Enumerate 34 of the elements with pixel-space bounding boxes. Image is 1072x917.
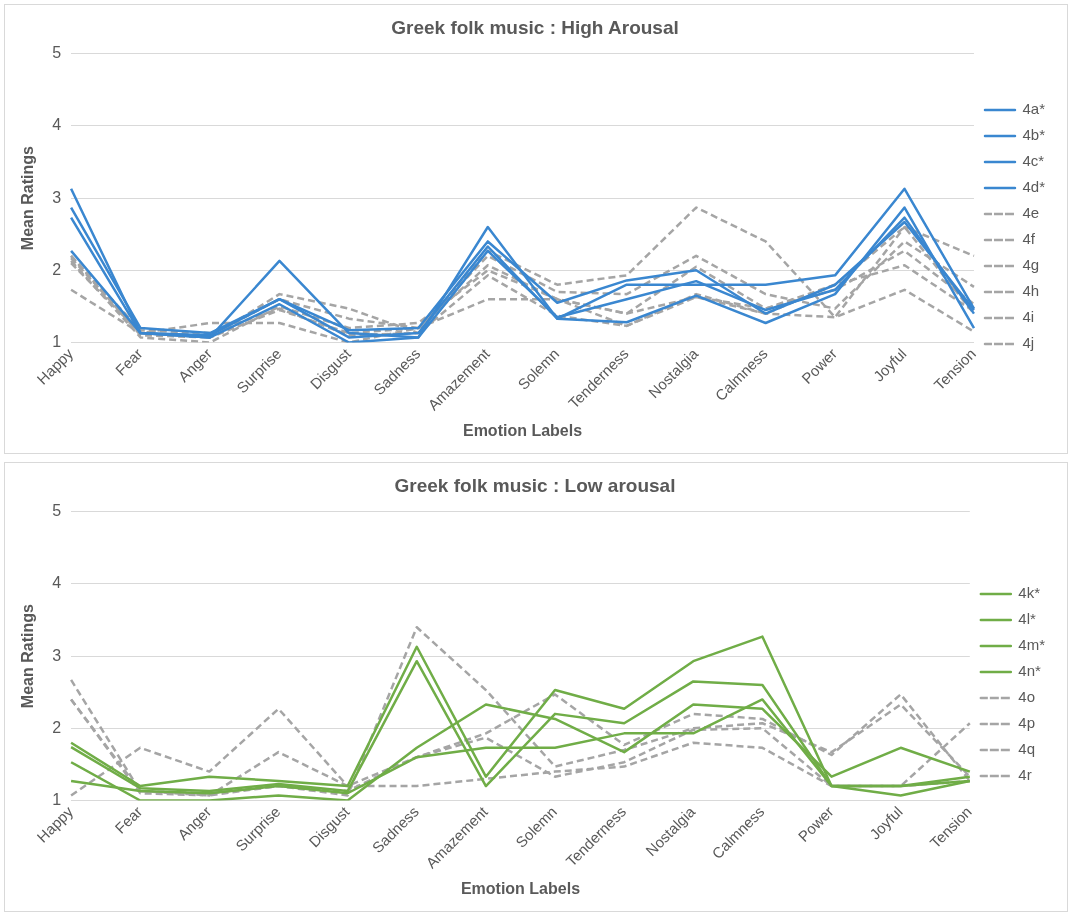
y-tick-label: 2 xyxy=(52,718,62,736)
y-tick-label: 4 xyxy=(52,574,62,592)
legend-label: 4a* xyxy=(1022,100,1046,118)
y-tick-label: 3 xyxy=(52,188,62,206)
legend-label: 4m* xyxy=(1018,636,1046,654)
y-tick-label: 5 xyxy=(52,502,62,520)
y-axis-title: Mean Ratings xyxy=(19,146,37,251)
chart-title: Greek folk music : High Arousal xyxy=(391,16,679,38)
y-tick-label: 4 xyxy=(52,116,62,134)
legend-label: 4l* xyxy=(1018,610,1036,628)
legend-label: 4p xyxy=(1018,714,1036,732)
legend-label: 4d* xyxy=(1022,178,1046,196)
y-axis-title: Mean Ratings xyxy=(19,604,37,709)
y-tick-label: 1 xyxy=(52,790,62,808)
legend-label: 4n* xyxy=(1018,662,1042,680)
legend-label: 4k* xyxy=(1018,584,1041,602)
legend-label: 4q xyxy=(1018,740,1036,758)
legend-label: 4c* xyxy=(1022,152,1045,170)
legend-label: 4e xyxy=(1022,204,1040,222)
legend-label: 4g xyxy=(1022,256,1040,274)
legend-label: 4j xyxy=(1022,334,1035,352)
x-axis-title: Emotion Labels xyxy=(460,879,581,897)
y-tick-label: 3 xyxy=(52,646,62,664)
legend-label: 4b* xyxy=(1022,126,1046,144)
chart-title: Greek folk music : Low arousal xyxy=(394,474,676,496)
y-tick-label: 1 xyxy=(52,332,62,350)
x-axis-title: Emotion Labels xyxy=(462,421,583,439)
legend-label: 4r xyxy=(1018,766,1032,784)
legend-label: 4f xyxy=(1022,230,1036,248)
legend-label: 4i xyxy=(1022,308,1035,326)
y-tick-label: 5 xyxy=(52,44,62,62)
legend-label: 4h xyxy=(1022,282,1040,300)
legend-label: 4o xyxy=(1018,688,1036,706)
y-tick-label: 2 xyxy=(52,260,62,278)
